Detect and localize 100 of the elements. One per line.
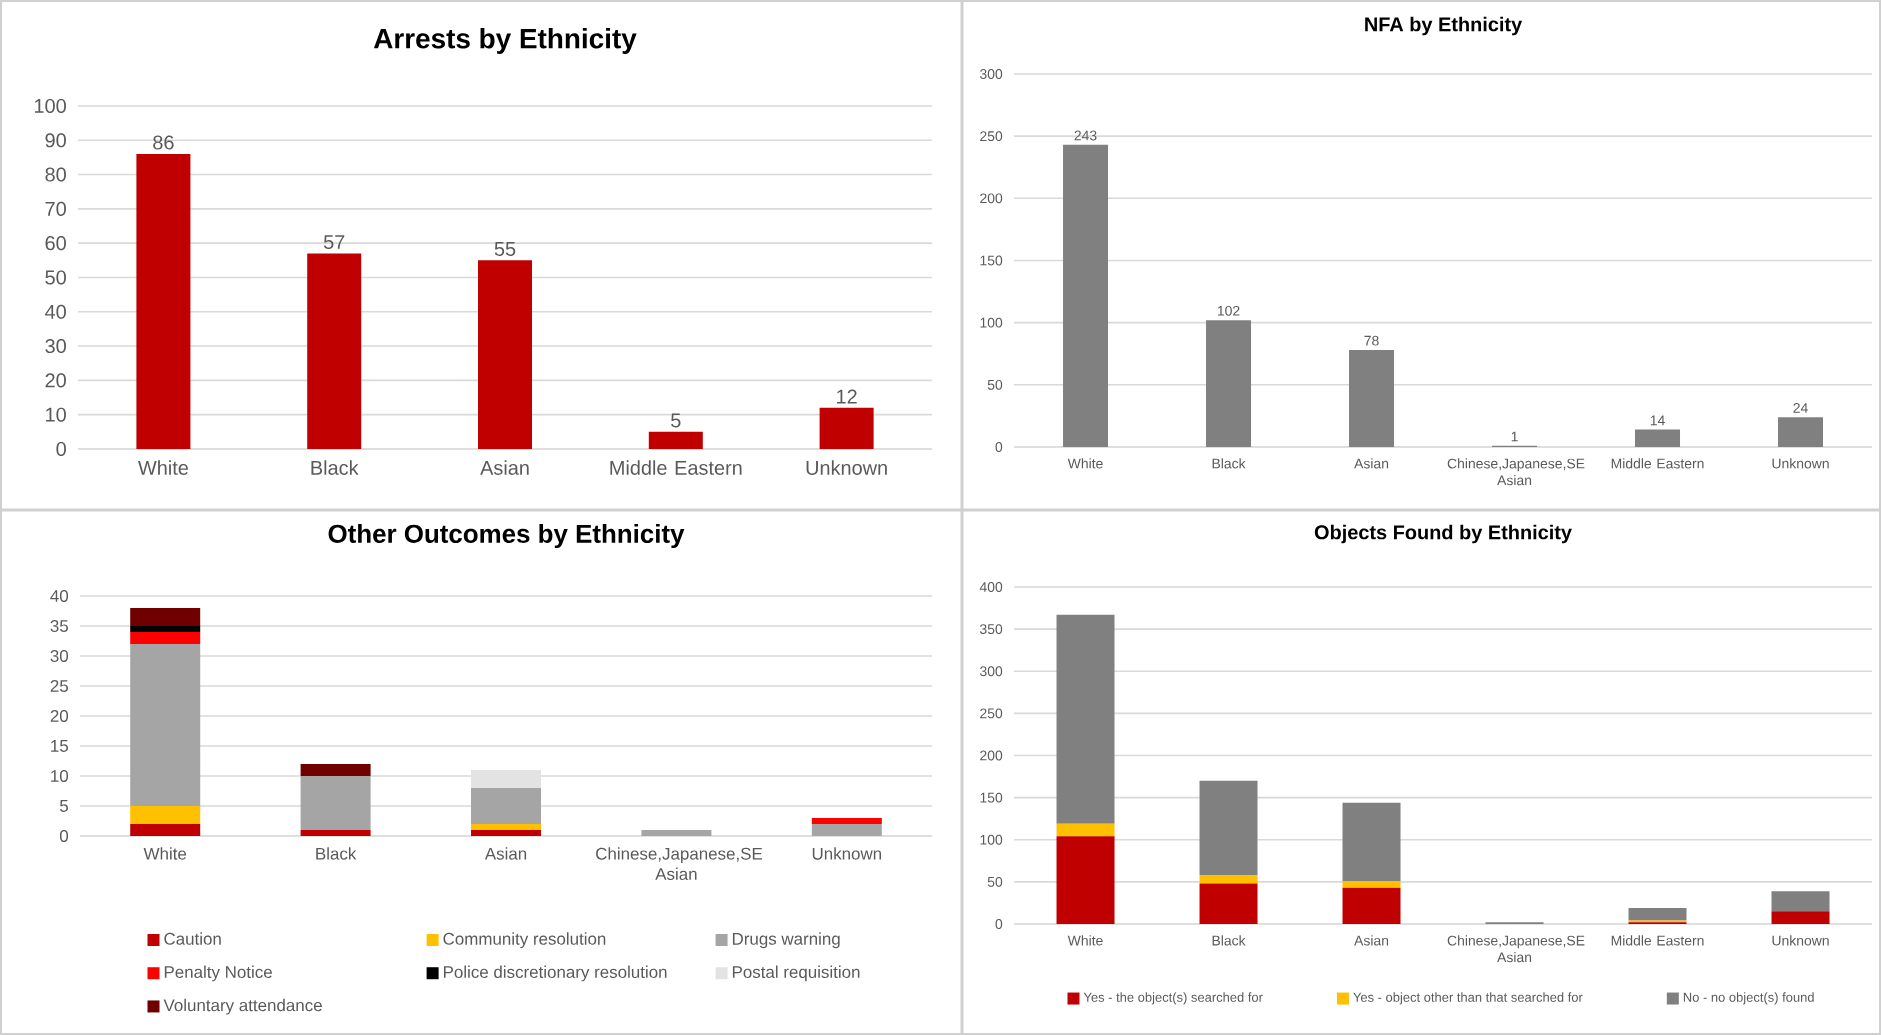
legend-label: No - no object(s) found bbox=[1683, 992, 1814, 1005]
bar bbox=[1056, 836, 1115, 924]
y-tick-label: 20 bbox=[50, 710, 69, 722]
bar bbox=[1056, 823, 1115, 837]
x-tick-label: Black bbox=[316, 847, 357, 860]
legend-label: Voluntary attendance bbox=[163, 998, 322, 1015]
y-tick-label: 400 bbox=[979, 582, 1003, 592]
bar bbox=[641, 829, 712, 836]
bar bbox=[130, 631, 201, 644]
bar bbox=[1206, 320, 1252, 447]
y-tick-label: 300 bbox=[979, 666, 1003, 677]
bar bbox=[300, 775, 371, 830]
y-tick-label: 35 bbox=[50, 620, 69, 632]
x-tick-label: Unknown bbox=[812, 847, 881, 860]
bar bbox=[819, 407, 874, 449]
y-tick-label: 10 bbox=[51, 770, 69, 782]
legend-label: Drugs warning bbox=[732, 932, 840, 949]
bar bbox=[1628, 907, 1687, 921]
y-tick-label: 0 bbox=[56, 441, 66, 457]
data-label: 78 bbox=[1364, 335, 1379, 346]
bar bbox=[300, 763, 371, 776]
bar bbox=[1342, 887, 1401, 924]
bar bbox=[811, 823, 882, 836]
bar bbox=[1063, 144, 1109, 447]
x-tick-label: Unknown bbox=[1772, 935, 1829, 946]
x-tick-label: Chinese,Japanese,SE Asian bbox=[1447, 935, 1585, 963]
legend-label: Postal requisition bbox=[732, 965, 860, 982]
legend-label: Yes - object other than that searched for bbox=[1353, 992, 1583, 1005]
x-tick-label: White bbox=[138, 460, 188, 475]
data-label: 243 bbox=[1074, 130, 1097, 141]
y-tick-label: 150 bbox=[980, 255, 1003, 266]
x-tick-label: Chinese,Japanese,SE Asian bbox=[1447, 458, 1585, 486]
y-tick-label: 20 bbox=[45, 373, 66, 388]
x-tick-label: Asian bbox=[484, 847, 527, 860]
y-tick-label: 100 bbox=[980, 317, 1003, 328]
y-tick-label: 150 bbox=[980, 792, 1003, 803]
bar bbox=[130, 643, 201, 806]
x-tick-label: Chinese,Japanese,SE Asian bbox=[596, 847, 763, 881]
y-tick-label: 10 bbox=[46, 407, 66, 422]
y-tick-label: 250 bbox=[980, 708, 1003, 719]
y-tick-label: 30 bbox=[50, 650, 69, 662]
bar bbox=[307, 253, 362, 449]
bar bbox=[1199, 875, 1258, 884]
x-tick-label: Middle Eastern bbox=[610, 460, 742, 475]
x-tick-label: Unknown bbox=[806, 460, 887, 475]
y-tick-label: 15 bbox=[51, 740, 69, 752]
bar bbox=[130, 823, 201, 836]
x-tick-label: Black bbox=[1212, 935, 1246, 946]
bar bbox=[1349, 349, 1395, 447]
bar bbox=[130, 607, 201, 626]
x-tick-label: Asian bbox=[1354, 935, 1389, 946]
x-tick-label: Unknown bbox=[1772, 458, 1829, 469]
y-tick-label: 40 bbox=[45, 304, 66, 319]
x-tick-label: White bbox=[1067, 458, 1103, 469]
y-tick-label: 0 bbox=[995, 442, 1003, 452]
bar bbox=[1199, 883, 1258, 924]
y-tick-label: 100 bbox=[35, 98, 66, 114]
x-tick-label: White bbox=[143, 847, 187, 860]
data-label: 1 bbox=[1511, 431, 1518, 442]
bar bbox=[471, 787, 542, 824]
bar bbox=[471, 829, 542, 836]
x-tick-label: Middle Eastern bbox=[1611, 458, 1704, 469]
y-tick-label: 350 bbox=[979, 624, 1003, 635]
bar bbox=[300, 829, 371, 836]
y-tick-label: 60 bbox=[45, 236, 66, 251]
legend-label: Caution bbox=[164, 932, 221, 945]
y-tick-label: 0 bbox=[995, 919, 1003, 929]
y-tick-label: 100 bbox=[980, 834, 1003, 845]
y-tick-label: 80 bbox=[45, 167, 66, 182]
y-tick-label: 90 bbox=[45, 133, 66, 148]
bar bbox=[1342, 802, 1401, 882]
y-tick-label: 50 bbox=[45, 270, 66, 285]
bar bbox=[1342, 881, 1401, 888]
bar bbox=[1778, 417, 1824, 447]
chart-title: Objects Found by Ethnicity bbox=[1314, 524, 1572, 544]
y-tick-label: 200 bbox=[980, 193, 1003, 204]
y-tick-label: 40 bbox=[50, 590, 69, 602]
legend-label: Community resolution bbox=[443, 932, 606, 949]
data-label: 5 bbox=[671, 413, 681, 428]
bar bbox=[471, 823, 542, 830]
bar bbox=[1771, 911, 1830, 924]
y-tick-label: 25 bbox=[50, 680, 69, 692]
y-tick-label: 0 bbox=[59, 830, 69, 842]
x-tick-label: Black bbox=[1212, 458, 1246, 469]
legend-label: Yes - the object(s) searched for bbox=[1083, 992, 1263, 1005]
bar bbox=[1056, 614, 1115, 824]
chart-title: Arrests by Ethnicity bbox=[373, 28, 637, 55]
data-label: 102 bbox=[1217, 305, 1240, 316]
legend-label: Police discretionary resolution bbox=[443, 965, 667, 982]
bar bbox=[811, 817, 882, 824]
bar bbox=[478, 260, 533, 449]
y-tick-label: 70 bbox=[45, 201, 66, 216]
y-tick-label: 250 bbox=[980, 131, 1003, 142]
y-tick-label: 50 bbox=[987, 379, 1003, 390]
bar bbox=[1635, 429, 1681, 447]
y-tick-label: 5 bbox=[59, 800, 69, 812]
data-label: 24 bbox=[1793, 403, 1808, 413]
bar bbox=[1199, 780, 1258, 876]
bar bbox=[648, 431, 703, 449]
x-tick-label: Middle Eastern bbox=[1611, 935, 1704, 946]
